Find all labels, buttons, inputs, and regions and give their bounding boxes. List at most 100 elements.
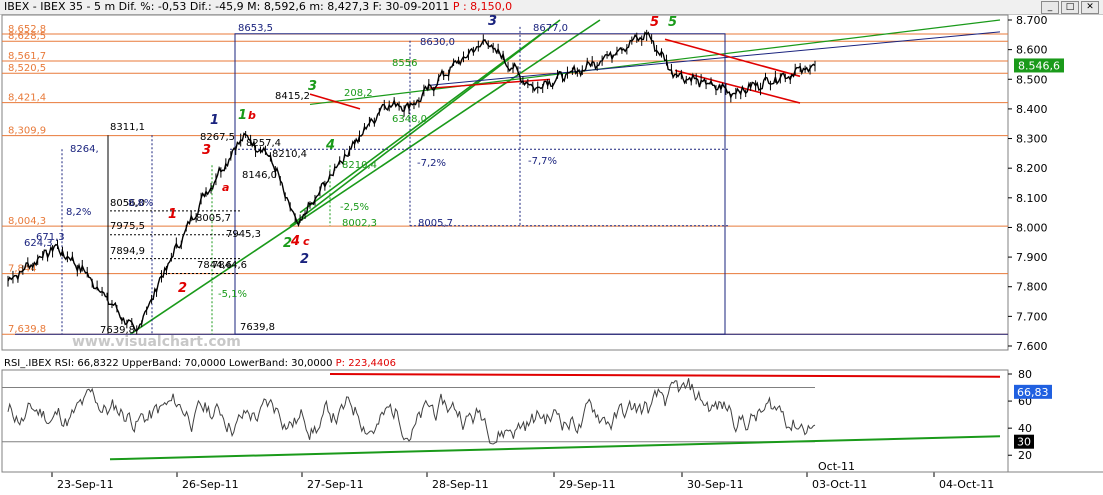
- rsi-y-tick-label: 80: [1018, 368, 1032, 381]
- x-top-label: Oct-11: [818, 460, 855, 473]
- price-annotation: -7,7%: [528, 156, 557, 167]
- trend-line: [299, 34, 541, 214]
- level-label: 8,421,4: [8, 93, 46, 104]
- y-tick-label: 8.700: [1016, 14, 1048, 27]
- price-annotation: 8556: [392, 58, 417, 69]
- wave-label: 2: [300, 252, 309, 267]
- wave-label: 3: [308, 79, 317, 94]
- level-label: 8,004,3: [8, 216, 46, 227]
- wave-label: 1: [238, 108, 247, 123]
- price-annotation: 8056,0: [110, 198, 145, 209]
- price-annotation: 624,3: [24, 238, 53, 249]
- rsi-y-tick-label: 40: [1018, 422, 1032, 435]
- price-annotation: 671,3: [36, 232, 65, 243]
- rsi-plot-area: [1, 369, 1009, 473]
- price-annotation: 8146,0: [242, 170, 277, 181]
- last-value-text: 8.546,6: [1018, 59, 1060, 72]
- close-button[interactable]: ✕: [1081, 1, 1099, 14]
- wave-label: 2: [283, 236, 292, 251]
- y-tick-label: 8.500: [1016, 73, 1048, 86]
- price-annotation: 8005,7: [196, 213, 231, 224]
- chart-title: IBEX - IBEX 35 - 5 m Dif. %: -0,53 Dif.:…: [4, 0, 513, 13]
- rsi-trend-bottom: [109, 435, 1001, 461]
- x-tick-label: 03-Oct-11: [812, 478, 867, 491]
- x-tick-label: 27-Sep-11: [307, 478, 364, 491]
- price-annotation: 8311,1: [110, 122, 145, 133]
- price-plot-area: [1, 14, 1009, 351]
- y-tick-label: 7.900: [1016, 251, 1048, 264]
- price-annotation: -2,5%: [340, 202, 369, 213]
- price-annotation: 208,2: [344, 88, 373, 99]
- price-annotation: -7,2%: [417, 158, 446, 169]
- rsi-trend-top: [329, 373, 1001, 378]
- rsi-series-line: [7, 378, 816, 445]
- trend-line: [129, 19, 601, 336]
- rsi-last-value-badge: [1014, 384, 1052, 399]
- wave-label: 1: [210, 113, 219, 128]
- x-tick-label: 29-Sep-11: [559, 478, 616, 491]
- rsi-band-text: 30: [1017, 436, 1031, 449]
- y-tick-label: 7.700: [1016, 310, 1048, 323]
- minimize-button[interactable]: _: [1041, 1, 1059, 14]
- price-annotation: 8210,4: [272, 149, 307, 160]
- y-tick-label: 7.600: [1016, 340, 1048, 353]
- price-annotation: 7945,3: [226, 229, 261, 240]
- y-tick-label: 8.300: [1016, 133, 1048, 146]
- x-tick-label: 30-Sep-11: [687, 478, 744, 491]
- x-tick-label: 26-Sep-11: [182, 478, 239, 491]
- price-annotation: 8630,0: [420, 37, 455, 48]
- window-buttons: _ □ ✕: [1041, 1, 1099, 14]
- price-annotation: 8210,4: [342, 160, 377, 171]
- price-annotation: 8257,4: [246, 138, 281, 149]
- price-annotation: 7894,9: [110, 246, 145, 257]
- price-annotation: 8677,0: [533, 23, 568, 34]
- price-annotation: 7639,8: [100, 325, 135, 336]
- price-annotation: 8267,5: [200, 132, 235, 143]
- x-tick-label: 23-Sep-11: [57, 478, 114, 491]
- price-annotation: 8264,: [70, 144, 99, 155]
- level-label: 8,520,5: [8, 63, 46, 74]
- wave-label: c: [303, 235, 310, 248]
- price-annotation: 8415,2: [275, 91, 310, 102]
- price-series-line: [7, 31, 816, 332]
- level-label: 8,652,8: [8, 24, 46, 35]
- level-label: 8,561,7: [8, 51, 46, 62]
- price-annotation: 8653,5: [238, 23, 273, 34]
- wave-label: b: [248, 109, 256, 122]
- last-value-badge: [1014, 58, 1064, 73]
- wave-label: 4: [290, 234, 300, 249]
- level-label: 8,309,9: [8, 126, 46, 137]
- price-annotation: 6348,0: [392, 114, 427, 125]
- price-annotation: 8005,7: [418, 218, 453, 229]
- y-tick-label: 8.200: [1016, 162, 1048, 175]
- trend-line: [309, 19, 1001, 106]
- price-annotation: 7844,6: [212, 260, 247, 271]
- wave-label: 4: [325, 138, 335, 153]
- price-annotation: 8,2%: [66, 207, 91, 218]
- y-tick-label: 8.400: [1016, 103, 1048, 116]
- level-label: 7,844: [8, 264, 37, 275]
- y-tick-label: 8.100: [1016, 192, 1048, 205]
- y-tick-label: 8.600: [1016, 44, 1048, 57]
- price-annotation: 8002,3: [342, 218, 377, 229]
- chart-title-bar: IBEX - IBEX 35 - 5 m Dif. %: -0,53 Dif.:…: [0, 0, 1103, 15]
- maximize-button[interactable]: □: [1061, 1, 1079, 14]
- level-label: 7,639,8: [8, 324, 46, 335]
- rsi-header: RSI_.IBEX RSI: 66,8322 UpperBand: 70,000…: [4, 358, 396, 369]
- wave-label: 5: [668, 15, 677, 30]
- price-annotation: 7975,5: [110, 221, 145, 232]
- trend-line: [309, 93, 361, 110]
- watermark: www.visualchart.com: [72, 334, 241, 350]
- trend-line: [664, 38, 801, 78]
- level-label: 8,628,5: [8, 31, 46, 42]
- wave-label: 2: [178, 281, 187, 296]
- price-annotation: 7639,8: [240, 322, 275, 333]
- rsi-last-value-text: 66,83: [1017, 386, 1049, 399]
- wave-label: a: [222, 181, 229, 194]
- y-tick-label: 7.800: [1016, 281, 1048, 294]
- x-tick-label: 28-Sep-11: [432, 478, 489, 491]
- rsi-band-badge: [1014, 434, 1034, 449]
- price-annotation: 8,8%: [128, 198, 153, 209]
